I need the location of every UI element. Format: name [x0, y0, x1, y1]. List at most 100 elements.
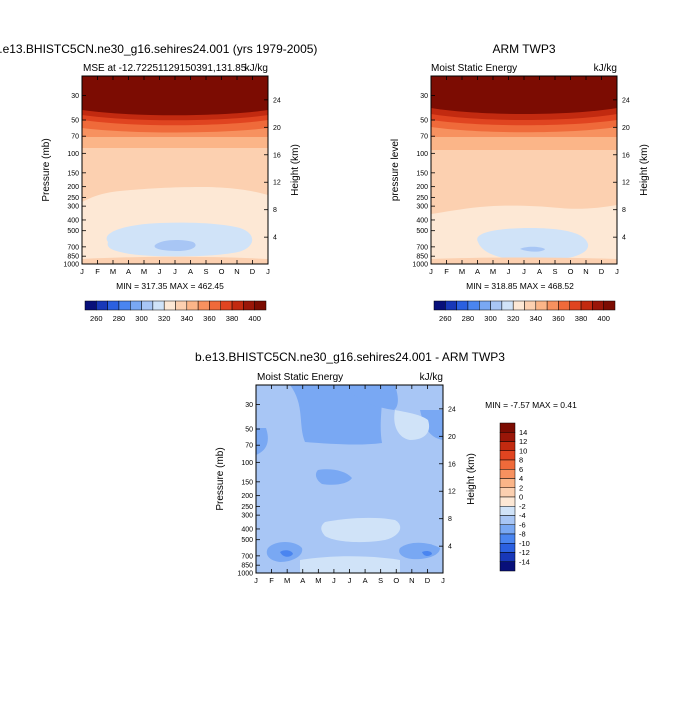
- diff-band-minus6-mid: [315, 469, 352, 485]
- pressure-tick-label: 30: [71, 93, 79, 100]
- month-tick-label: A: [363, 576, 368, 585]
- colorbar-swatch: [197, 300, 210, 311]
- pressure-tick-label: 500: [67, 228, 79, 235]
- month-tick-label: S: [552, 267, 557, 276]
- month-tick-label: J: [507, 267, 511, 276]
- colorbar-label: 400: [597, 314, 610, 323]
- pressure-tick-label: 150: [67, 170, 79, 177]
- height-tick-label: 16: [448, 461, 456, 468]
- pressure-tick-label: 1000: [237, 571, 253, 578]
- diff-subtitle-right: kJ/kg: [420, 372, 443, 383]
- pressure-tick-label: 300: [416, 204, 428, 211]
- height-tick-label: 24: [622, 97, 630, 104]
- month-tick-label: A: [300, 576, 305, 585]
- pressure-tick-label: 200: [67, 184, 79, 191]
- pressure-tick-label: 200: [416, 184, 428, 191]
- model-plot-area: [81, 75, 269, 265]
- colorbar-swatch: [433, 300, 446, 311]
- colorbar-label: 360: [552, 314, 565, 323]
- obs-ylabel-right: Height (km): [639, 144, 650, 196]
- colorbar-swatch: [499, 450, 516, 461]
- colorbar-label: 2: [519, 483, 523, 492]
- colorbar-label: 320: [158, 314, 171, 323]
- colorbar-swatch: [499, 422, 516, 433]
- diff-band-minus6-top: [343, 385, 398, 410]
- month-tick-label: F: [95, 267, 100, 276]
- diff-band-minus2-surface: [300, 556, 400, 573]
- colorbar-swatch: [467, 300, 480, 311]
- colorbar-swatch: [569, 300, 582, 311]
- colorbar-swatch: [499, 432, 516, 442]
- month-tick-label: F: [444, 267, 449, 276]
- month-tick-label: J: [266, 267, 270, 276]
- diff-band-minus2-upper: [394, 410, 430, 440]
- colorbar-swatch: [186, 300, 199, 311]
- colorbar-swatch: [231, 300, 244, 311]
- month-tick-label: M: [284, 576, 290, 585]
- pressure-tick-label: 1000: [63, 262, 79, 269]
- pressure-tick-label: 70: [245, 443, 253, 450]
- colorbar-label: 340: [530, 314, 543, 323]
- colorbar-label: 300: [135, 314, 148, 323]
- colorbar-swatch: [499, 469, 516, 479]
- pressure-tick-label: 30: [420, 93, 428, 100]
- pressure-tick-label: 100: [67, 151, 79, 158]
- colorbar-swatch: [130, 300, 142, 311]
- month-tick-label: A: [537, 267, 542, 276]
- colorbar-swatch: [141, 300, 154, 311]
- pressure-tick-label: 250: [67, 195, 79, 202]
- height-tick-label: 20: [273, 125, 281, 132]
- colorbar-label: 8: [519, 456, 523, 465]
- colorbar-swatch: [499, 524, 516, 535]
- colorbar-swatch: [499, 478, 516, 488]
- model-colorbar: 260 280 300 320 340 360 380 400: [84, 300, 267, 323]
- diff-axes: J F M A M J J A S O N D J 30 50 70 100 150 200 250 300 400 500…: [237, 385, 456, 585]
- colorbar-label: 10: [519, 446, 527, 455]
- colorbar-label: -12: [519, 548, 530, 557]
- month-tick-label: J: [254, 576, 258, 585]
- colorbar-swatch: [499, 552, 516, 562]
- colorbar-label: -6: [519, 520, 526, 529]
- height-tick-label: 24: [273, 97, 281, 104]
- obs-colorbar: 260 280 300 320 340 360 380 400: [433, 300, 616, 323]
- model-low-mse-core: [154, 240, 196, 251]
- colorbar-swatch: [499, 496, 516, 507]
- colorbar-swatch: [592, 300, 604, 311]
- height-tick-label: 20: [622, 125, 630, 132]
- diff-panel: b.e13.BHISTC5CN.ne30_g16.sehires24.001 -…: [195, 350, 577, 585]
- pressure-tick-label: 70: [420, 134, 428, 141]
- month-tick-label: S: [203, 267, 208, 276]
- colorbar-label: 260: [90, 314, 103, 323]
- colorbar-swatch: [479, 300, 491, 311]
- diff-band-minus8-700-right: [422, 550, 432, 557]
- pressure-tick-label: 250: [241, 504, 253, 511]
- obs-axes: J F M A M J J A S O N D J 30 50 70 100 150 200 250 300 400 500…: [412, 76, 630, 276]
- month-tick-label: S: [378, 576, 383, 585]
- month-tick-label: J: [80, 267, 84, 276]
- height-tick-label: 12: [448, 489, 456, 496]
- pressure-tick-label: 300: [241, 513, 253, 520]
- colorbar-swatch: [546, 300, 559, 311]
- height-tick-label: 4: [622, 235, 626, 242]
- month-tick-label: M: [110, 267, 116, 276]
- height-tick-label: 24: [448, 406, 456, 413]
- month-tick-label: O: [393, 576, 399, 585]
- model-stats: MIN = 317.35 MAX = 462.45: [116, 281, 224, 291]
- month-tick-label: N: [583, 267, 588, 276]
- colorbar-swatch: [535, 300, 548, 311]
- pressure-tick-label: 300: [67, 204, 79, 211]
- month-tick-label: A: [188, 267, 193, 276]
- month-tick-label: F: [269, 576, 274, 585]
- diff-band-minus6-left: [256, 428, 268, 455]
- colorbar-label: -8: [519, 530, 526, 539]
- pressure-tick-label: 400: [67, 217, 79, 224]
- model-band-340-350: [82, 135, 268, 148]
- pressure-tick-label: 700: [416, 244, 428, 251]
- model-band-330-340: [82, 146, 268, 202]
- colorbar-swatch: [499, 533, 516, 544]
- colorbar-swatch: [499, 441, 516, 451]
- colorbar-swatch: [456, 300, 469, 311]
- colorbar-label: 400: [248, 314, 261, 323]
- pressure-tick-label: 100: [241, 460, 253, 467]
